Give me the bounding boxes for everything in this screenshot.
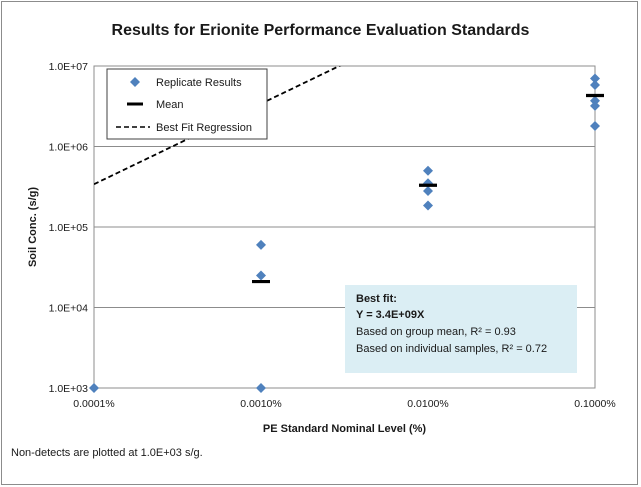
replicate-point bbox=[256, 239, 266, 250]
chart-title: Results for Erionite Performance Evaluat… bbox=[111, 22, 530, 39]
x-tick-label: 0.0100% bbox=[407, 398, 448, 410]
annotation-individual: Based on individual samples, R² = 0.72 bbox=[356, 343, 547, 355]
replicate-point bbox=[89, 383, 99, 393]
best-fit-line bbox=[94, 66, 342, 186]
replicate-point bbox=[256, 270, 266, 281]
annotation-box bbox=[345, 285, 577, 373]
x-tick-label: 0.0010% bbox=[240, 398, 281, 410]
legend-replicate-label: Replicate Results bbox=[156, 77, 242, 89]
annotation-group-mean: Based on group mean, R² = 0.93 bbox=[356, 326, 516, 338]
replicate-point bbox=[423, 165, 433, 176]
legend-mean-label: Mean bbox=[156, 99, 184, 111]
x-tick-label: 0.1000% bbox=[574, 398, 615, 410]
footnote: Non-detects are plotted at 1.0E+03 s/g. bbox=[11, 447, 203, 459]
x-tick-labels: 0.0001% 0.0010% 0.0100% 0.1000% bbox=[73, 398, 615, 410]
mean-markers bbox=[252, 93, 604, 284]
replicate-point bbox=[423, 200, 433, 211]
replicate-points bbox=[89, 73, 600, 393]
y-tick-labels: 1.0E+03 1.0E+04 1.0E+05 1.0E+06 1.0E+07 bbox=[49, 61, 89, 395]
replicate-point bbox=[590, 73, 600, 84]
legend-fit-label: Best Fit Regression bbox=[156, 122, 252, 134]
replicate-point bbox=[590, 120, 600, 131]
y-axis-label: Soil Conc. (s/g) bbox=[27, 187, 39, 267]
x-tick-label: 0.0001% bbox=[73, 398, 114, 410]
x-axis-label: PE Standard Nominal Level (%) bbox=[263, 423, 427, 435]
y-tick-label: 1.0E+06 bbox=[49, 142, 89, 154]
y-tick-label: 1.0E+05 bbox=[49, 222, 89, 234]
replicate-point bbox=[590, 95, 600, 106]
legend: Replicate Results Mean Best Fit Regressi… bbox=[106, 68, 268, 140]
best-fit-annotation: Best fit: Y = 3.4E+09X Based on group me… bbox=[345, 285, 577, 373]
y-tick-label: 1.0E+04 bbox=[49, 303, 89, 315]
plot-area-border bbox=[93, 65, 596, 389]
replicate-point bbox=[590, 100, 600, 111]
replicate-point bbox=[423, 186, 433, 197]
legend-replicate-swatch bbox=[130, 77, 140, 87]
y-tick-label: 1.0E+07 bbox=[49, 61, 89, 73]
annotation-title: Best fit: bbox=[356, 293, 397, 305]
fit-line-group bbox=[94, 66, 342, 186]
replicate-point bbox=[590, 80, 600, 91]
annotation-equation: Y = 3.4E+09X bbox=[356, 309, 425, 321]
replicate-point bbox=[256, 383, 266, 393]
y-tick-label: 1.0E+03 bbox=[49, 383, 89, 395]
